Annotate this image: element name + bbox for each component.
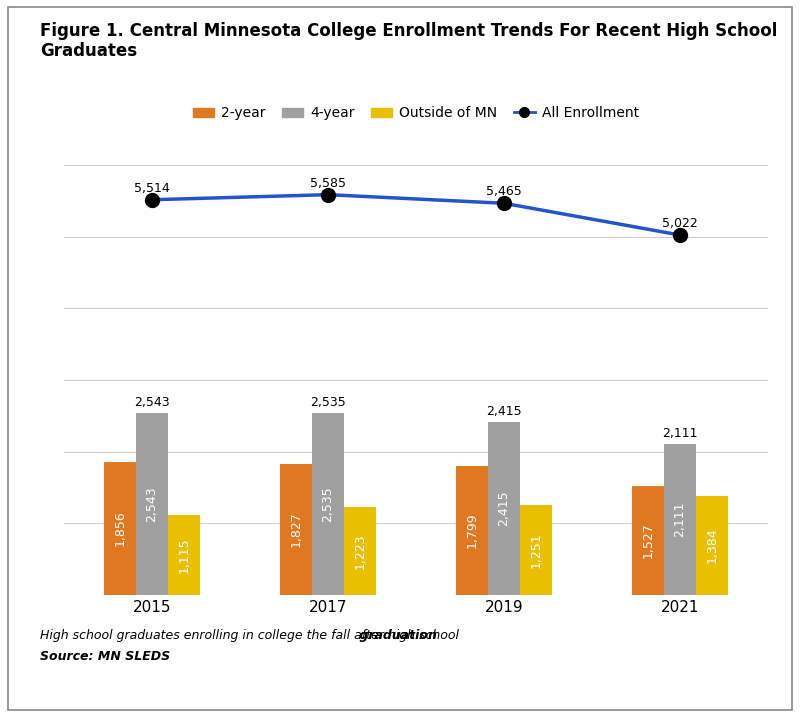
Text: 2,535: 2,535	[322, 486, 334, 522]
Text: 1,827: 1,827	[290, 512, 303, 548]
Legend: 2-year, 4-year, Outside of MN, All Enrollment: 2-year, 4-year, Outside of MN, All Enrol…	[188, 100, 644, 126]
Text: 2,415: 2,415	[486, 405, 522, 418]
Text: 5,022: 5,022	[662, 217, 698, 230]
Bar	[520, 505, 551, 595]
Text: High school graduates enrolling in college the fall after high school: High school graduates enrolling in colle…	[40, 629, 463, 642]
Text: 5,585: 5,585	[310, 176, 346, 189]
Text: 1,251: 1,251	[529, 533, 542, 568]
Bar	[488, 422, 520, 595]
Text: 2,543: 2,543	[134, 396, 170, 409]
Text: 1,856: 1,856	[114, 511, 127, 546]
Bar	[457, 466, 488, 595]
Text: 2,111: 2,111	[662, 427, 698, 440]
Bar	[105, 462, 136, 595]
Text: 1,384: 1,384	[705, 528, 718, 564]
Text: 5,514: 5,514	[134, 181, 170, 195]
Text: 2,543: 2,543	[146, 486, 158, 522]
Text: 2,415: 2,415	[498, 490, 510, 526]
Text: Figure 1. Central Minnesota College Enrollment Trends For Recent High School
Gra: Figure 1. Central Minnesota College Enro…	[40, 22, 778, 60]
Bar	[136, 413, 168, 595]
Bar	[344, 508, 375, 595]
Text: 1,799: 1,799	[466, 513, 479, 549]
Bar	[312, 413, 344, 595]
Bar	[633, 485, 664, 595]
Text: 2,535: 2,535	[310, 397, 346, 409]
Text: 2,111: 2,111	[674, 502, 686, 537]
Text: 1,223: 1,223	[353, 533, 366, 569]
Bar	[168, 515, 199, 595]
Bar	[664, 444, 696, 595]
Text: graduation: graduation	[40, 629, 437, 642]
Text: 1,115: 1,115	[177, 537, 190, 573]
Text: 1,527: 1,527	[642, 523, 655, 559]
Text: Source: MN SLEDS: Source: MN SLEDS	[40, 650, 170, 663]
Bar	[281, 464, 312, 595]
Bar	[696, 496, 727, 595]
Text: 5,465: 5,465	[486, 185, 522, 198]
